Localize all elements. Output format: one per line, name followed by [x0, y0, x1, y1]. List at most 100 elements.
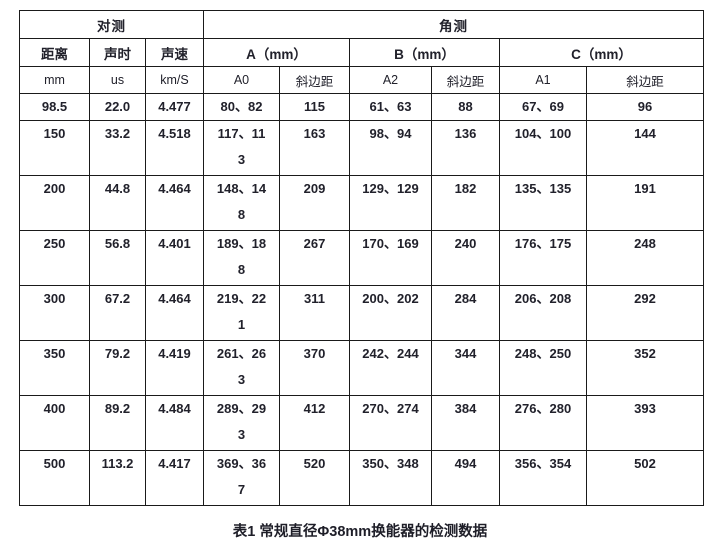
table-cell: 104、100 — [499, 120, 587, 176]
table-cell: 4.419 — [145, 340, 204, 396]
table-cell: 191 — [586, 175, 704, 231]
table-cell: 67、69 — [499, 93, 587, 121]
sub-header-cell: 斜边距 — [279, 66, 350, 94]
table-cell: 300 — [19, 285, 90, 341]
table-cell: 61、63 — [349, 93, 432, 121]
table-cell: 494 — [431, 450, 500, 506]
table-cell: 502 — [586, 450, 704, 506]
sub-header-cell: 斜边距 — [586, 66, 704, 94]
table-cell: 267 — [279, 230, 350, 286]
table-cell: 148、14 8 — [203, 175, 280, 231]
table-cell: 80、82 — [203, 93, 280, 121]
table-row: 300 67.2 4.464 219、22 1 311 200、202 284 206、208… — [19, 285, 704, 341]
table-cell: 344 — [431, 340, 500, 396]
group-header-row: 对测 角测 — [19, 10, 704, 39]
table-cell: 136 — [431, 120, 500, 176]
table-cell: 289、29 3 — [203, 395, 280, 451]
column-header-cell: C（mm） — [499, 38, 704, 67]
table-cell: 88 — [431, 93, 500, 121]
table-cell: 350、348 — [349, 450, 432, 506]
sub-header-cell: mm — [19, 66, 90, 94]
table-cell: 170、169 — [349, 230, 432, 286]
table-cell: 248 — [586, 230, 704, 286]
table-cell: 261、26 3 — [203, 340, 280, 396]
column-header-row: 距离 声时 声速 A（mm） B（mm） C（mm） — [19, 38, 704, 67]
table-cell: 4.464 — [145, 285, 204, 341]
table-cell: 400 — [19, 395, 90, 451]
table-caption: 表1 常规直径Φ38mm换能器的检测数据 — [232, 524, 488, 540]
table-cell: 370 — [279, 340, 350, 396]
table-cell: 292 — [586, 285, 704, 341]
table-cell: 270、274 — [349, 395, 432, 451]
table-cell: 200 — [19, 175, 90, 231]
table-cell: 4.477 — [145, 93, 204, 121]
group-header-cell: 对测 — [19, 10, 204, 39]
table-cell: 352 — [586, 340, 704, 396]
sub-header-cell: A2 — [349, 66, 432, 94]
table-row: 400 89.2 4.484 289、29 3 412 270、274 384 276、280… — [19, 395, 704, 451]
table-cell: 4.401 — [145, 230, 204, 286]
table-cell: 33.2 — [89, 120, 146, 176]
table-row: 500 113.2 4.417 369、36 7 520 350、348 494 356、35… — [19, 450, 704, 506]
group-header-cell: 角测 — [203, 10, 704, 39]
table-cell: 22.0 — [89, 93, 146, 121]
column-header-cell: 声速 — [145, 38, 204, 67]
table-cell: 412 — [279, 395, 350, 451]
sub-header-cell: us — [89, 66, 146, 94]
table-cell: 393 — [586, 395, 704, 451]
table-cell: 115 — [279, 93, 350, 121]
table-cell: 4.484 — [145, 395, 204, 451]
table-cell: 56.8 — [89, 230, 146, 286]
table-cell: 79.2 — [89, 340, 146, 396]
column-header-cell: 声时 — [89, 38, 146, 67]
table-cell: 67.2 — [89, 285, 146, 341]
table-cell: 369、36 7 — [203, 450, 280, 506]
table-cell: 4.518 — [145, 120, 204, 176]
table-cell: 44.8 — [89, 175, 146, 231]
table-row: 150 33.2 4.518 117、11 3 163 98、94 136 104、100 14… — [19, 120, 704, 176]
table-cell: 520 — [279, 450, 350, 506]
sub-header-row: mm us km/S A0 斜边距 A2 斜边距 A1 斜边距 — [19, 66, 704, 94]
sub-header-cell: km/S — [145, 66, 204, 94]
table-row: 250 56.8 4.401 189、18 8 267 170、169 240 176、175… — [19, 230, 704, 286]
table-cell: 500 — [19, 450, 90, 506]
table-cell: 206、208 — [499, 285, 587, 341]
sub-header-cell: A1 — [499, 66, 587, 94]
table-cell: 135、135 — [499, 175, 587, 231]
table-cell: 240 — [431, 230, 500, 286]
table-cell: 209 — [279, 175, 350, 231]
table-cell: 96 — [586, 93, 704, 121]
column-header-cell: B（mm） — [349, 38, 500, 67]
table-cell: 250 — [19, 230, 90, 286]
table-cell: 311 — [279, 285, 350, 341]
measurement-data-table: 对测 角测 距离 声时 声速 A（mm） B（mm） C（mm） mm us km/S A0 斜边距 A2… — [19, 10, 704, 506]
table-row: 98.5 22.0 4.477 80、82 115 61、63 88 67、69 96 — [19, 93, 704, 121]
table-row: 350 79.2 4.419 261、26 3 370 242、244 344 248、250… — [19, 340, 704, 396]
table-cell: 384 — [431, 395, 500, 451]
table-cell: 182 — [431, 175, 500, 231]
table-cell: 4.464 — [145, 175, 204, 231]
table-cell: 189、18 8 — [203, 230, 280, 286]
table-cell: 242、244 — [349, 340, 432, 396]
table-cell: 356、354 — [499, 450, 587, 506]
table-cell: 176、175 — [499, 230, 587, 286]
table-cell: 129、129 — [349, 175, 432, 231]
table-cell: 89.2 — [89, 395, 146, 451]
table-cell: 98.5 — [19, 93, 90, 121]
table-cell: 276、280 — [499, 395, 587, 451]
table-cell: 248、250 — [499, 340, 587, 396]
table-cell: 117、11 3 — [203, 120, 280, 176]
table-cell: 98、94 — [349, 120, 432, 176]
table-cell: 4.417 — [145, 450, 204, 506]
table-cell: 284 — [431, 285, 500, 341]
table-cell: 150 — [19, 120, 90, 176]
column-header-cell: A（mm） — [203, 38, 350, 67]
sub-header-cell: A0 — [203, 66, 280, 94]
table-cell: 163 — [279, 120, 350, 176]
table-cell: 200、202 — [349, 285, 432, 341]
table-cell: 144 — [586, 120, 704, 176]
table-cell: 113.2 — [89, 450, 146, 506]
table-cell: 219、22 1 — [203, 285, 280, 341]
table-cell: 350 — [19, 340, 90, 396]
